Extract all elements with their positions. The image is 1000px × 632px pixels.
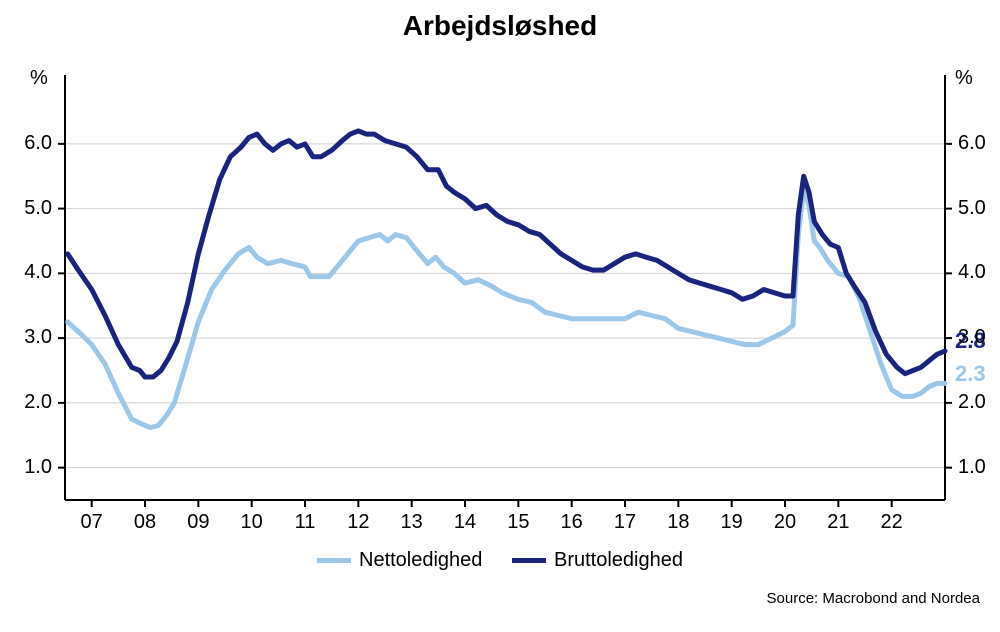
y-tick-right: 1.0 — [958, 456, 986, 479]
chart-legend: Nettoledighed Bruttoledighed — [0, 546, 1000, 572]
x-tick: 19 — [712, 511, 752, 534]
y-tick-right: 2.0 — [958, 391, 986, 414]
series-end-label-netto: 2.3 — [955, 361, 986, 387]
y-tick-left: 6.0 — [0, 132, 52, 155]
chart-container: { "title": "Arbejdsløshed", "left_unit":… — [0, 0, 1000, 632]
y-tick-right: 5.0 — [958, 197, 986, 220]
x-tick: 18 — [658, 511, 698, 534]
legend-item-brutto: Bruttoledighed — [512, 549, 683, 572]
x-tick: 21 — [818, 511, 858, 534]
x-tick: 12 — [338, 511, 378, 534]
chart-svg — [0, 0, 1000, 632]
x-tick: 20 — [765, 511, 805, 534]
y-tick-right: 4.0 — [958, 261, 986, 284]
x-tick: 17 — [605, 511, 645, 534]
x-tick: 13 — [392, 511, 432, 534]
y-tick-left: 3.0 — [0, 326, 52, 349]
x-tick: 10 — [232, 511, 272, 534]
y-tick-left: 4.0 — [0, 261, 52, 284]
legend-label-brutto: Bruttoledighed — [554, 549, 683, 572]
x-tick: 16 — [552, 511, 592, 534]
x-tick: 09 — [178, 511, 218, 534]
x-tick: 14 — [445, 511, 485, 534]
y-tick-left: 1.0 — [0, 456, 52, 479]
legend-swatch-netto — [317, 558, 351, 563]
chart-source: Source: Macrobond and Nordea — [767, 590, 980, 607]
y-tick-right: 3.0 — [958, 326, 986, 349]
x-tick: 07 — [72, 511, 112, 534]
x-tick: 08 — [125, 511, 165, 534]
legend-item-netto: Nettoledighed — [317, 549, 482, 572]
x-tick: 11 — [285, 511, 325, 534]
legend-swatch-brutto — [512, 558, 546, 563]
x-tick: 22 — [872, 511, 912, 534]
y-tick-left: 5.0 — [0, 197, 52, 220]
x-tick: 15 — [498, 511, 538, 534]
y-tick-left: 2.0 — [0, 391, 52, 414]
y-tick-right: 6.0 — [958, 132, 986, 155]
legend-label-netto: Nettoledighed — [359, 549, 482, 572]
